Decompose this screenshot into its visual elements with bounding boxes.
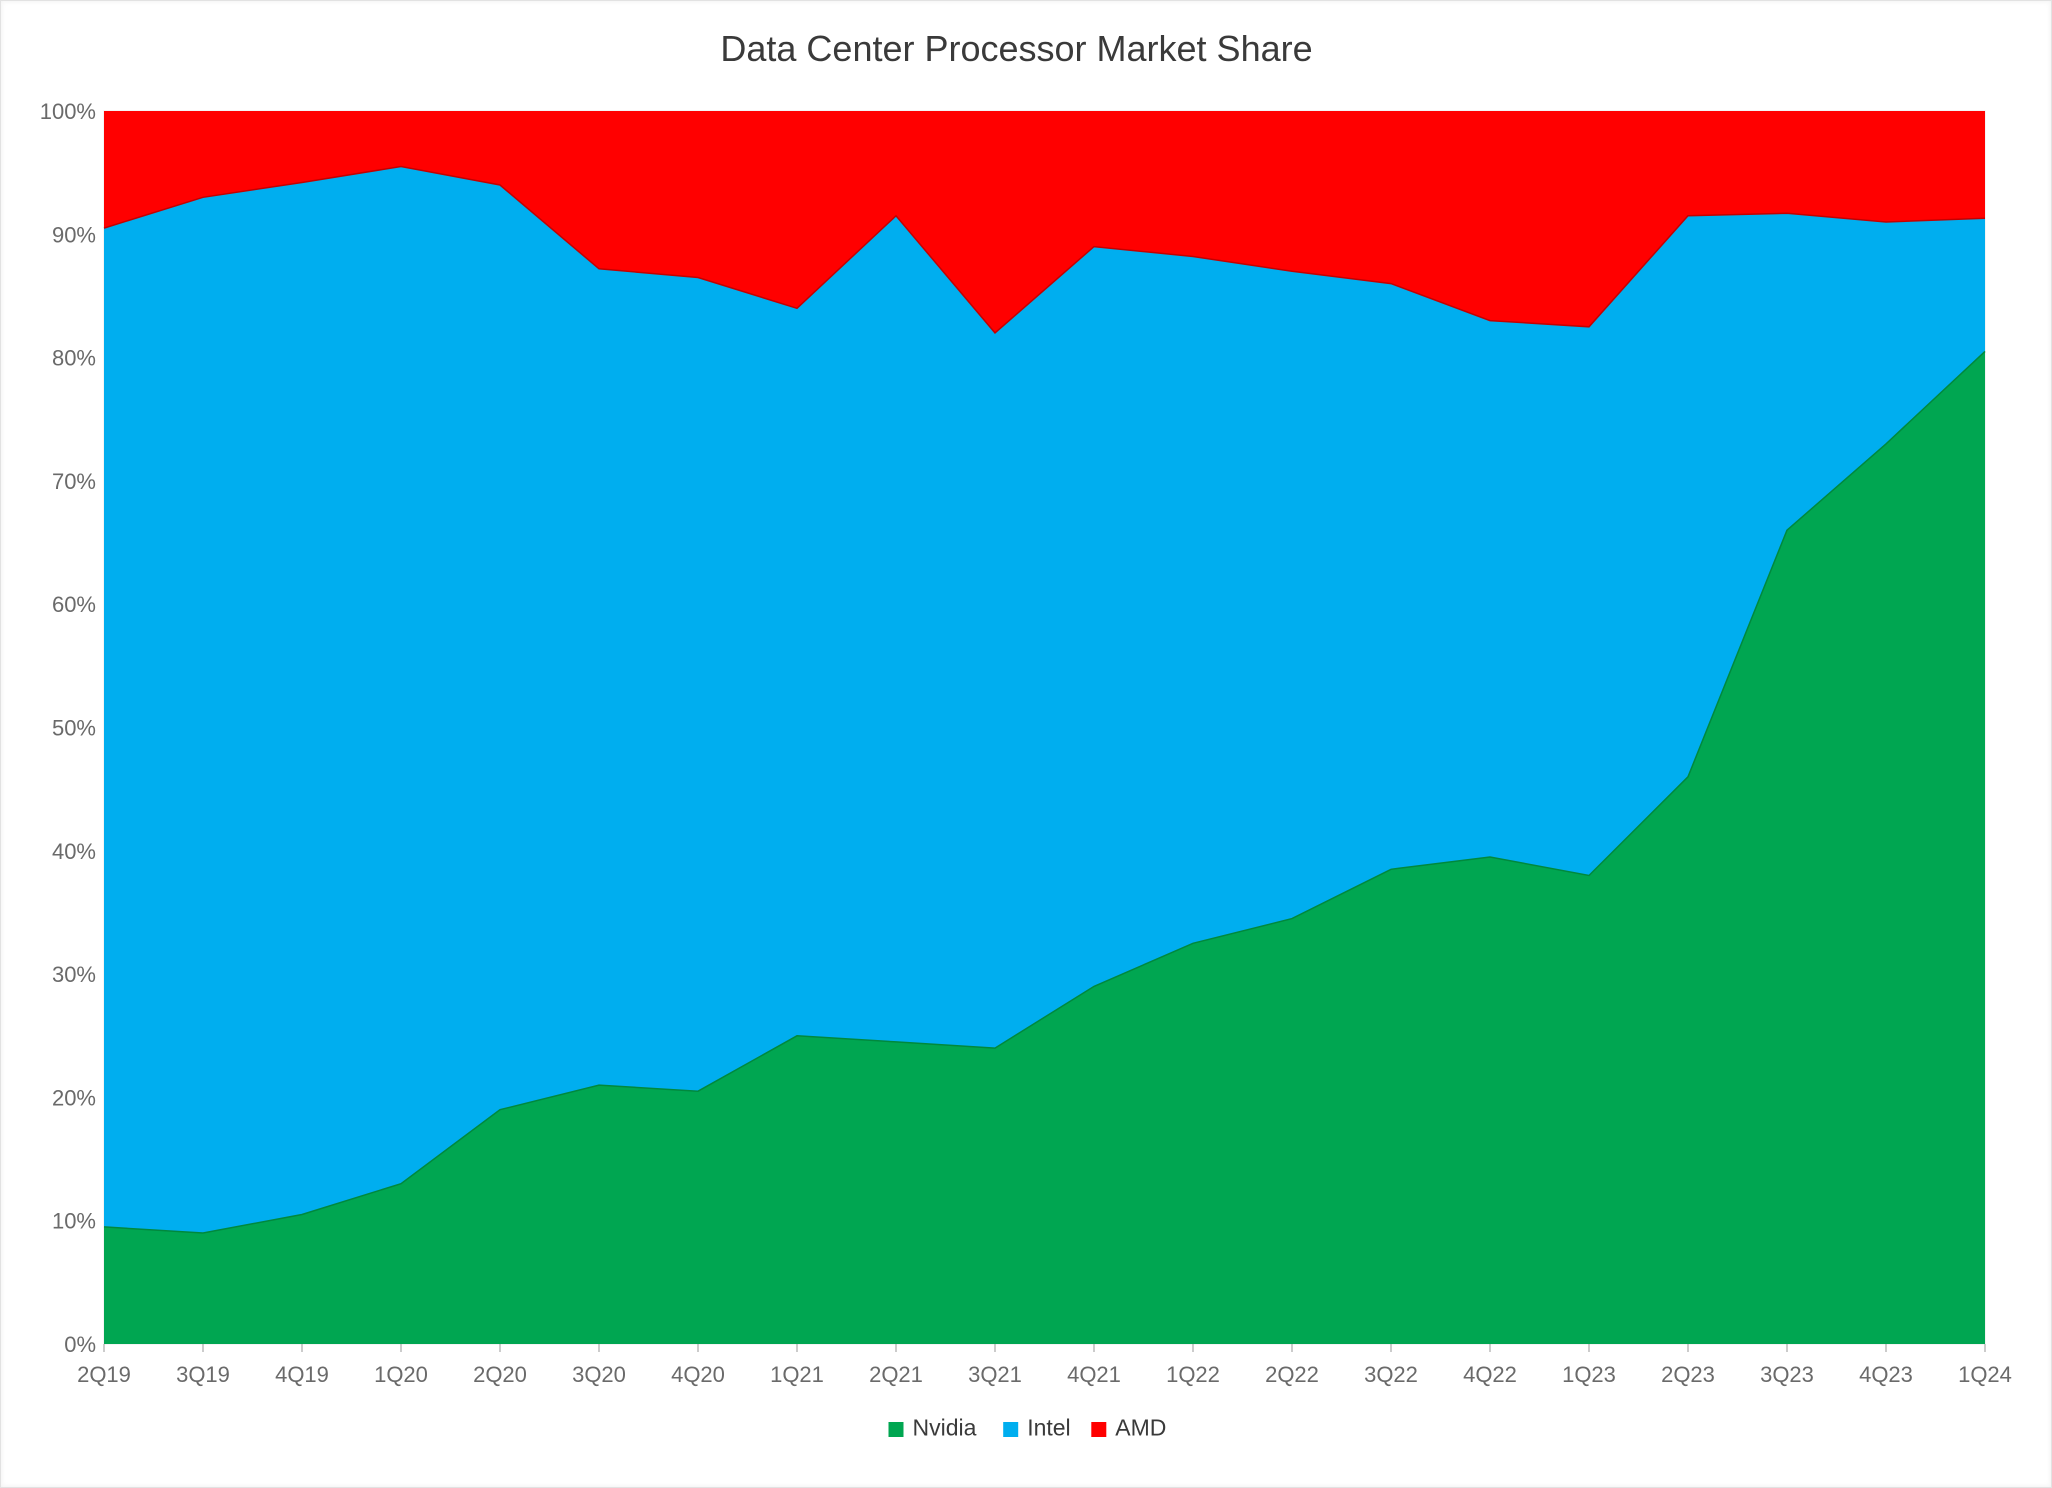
svg-text:4Q23: 4Q23 [1859, 1362, 1913, 1387]
svg-text:70%: 70% [52, 469, 96, 494]
svg-text:2Q20: 2Q20 [473, 1362, 527, 1387]
svg-text:1Q24: 1Q24 [1958, 1362, 2012, 1387]
svg-text:2Q22: 2Q22 [1265, 1362, 1319, 1387]
svg-text:1Q23: 1Q23 [1562, 1362, 1616, 1387]
svg-text:2Q19: 2Q19 [77, 1362, 131, 1387]
svg-text:3Q20: 3Q20 [572, 1362, 626, 1387]
svg-text:4Q21: 4Q21 [1067, 1362, 1121, 1387]
svg-text:100%: 100% [40, 99, 96, 124]
svg-text:1Q22: 1Q22 [1166, 1362, 1220, 1387]
svg-text:4Q22: 4Q22 [1463, 1362, 1517, 1387]
svg-text:AMD: AMD [1115, 1415, 1166, 1441]
svg-text:90%: 90% [52, 222, 96, 247]
svg-text:3Q23: 3Q23 [1760, 1362, 1814, 1387]
svg-text:1Q20: 1Q20 [374, 1362, 428, 1387]
svg-text:0%: 0% [64, 1332, 96, 1357]
svg-text:60%: 60% [52, 592, 96, 617]
svg-text:Nvidia: Nvidia [913, 1415, 977, 1441]
svg-text:4Q19: 4Q19 [275, 1362, 329, 1387]
svg-text:2Q21: 2Q21 [869, 1362, 923, 1387]
svg-text:4Q20: 4Q20 [671, 1362, 725, 1387]
svg-text:30%: 30% [52, 962, 96, 987]
svg-text:3Q21: 3Q21 [968, 1362, 1022, 1387]
svg-text:2Q23: 2Q23 [1661, 1362, 1715, 1387]
svg-text:40%: 40% [52, 839, 96, 864]
svg-text:3Q22: 3Q22 [1364, 1362, 1418, 1387]
svg-text:50%: 50% [52, 716, 96, 741]
svg-text:10%: 10% [52, 1209, 96, 1234]
svg-text:80%: 80% [52, 346, 96, 371]
svg-text:Intel: Intel [1027, 1415, 1070, 1441]
svg-text:3Q19: 3Q19 [176, 1362, 230, 1387]
svg-text:20%: 20% [52, 1085, 96, 1110]
svg-text:1Q21: 1Q21 [770, 1362, 824, 1387]
